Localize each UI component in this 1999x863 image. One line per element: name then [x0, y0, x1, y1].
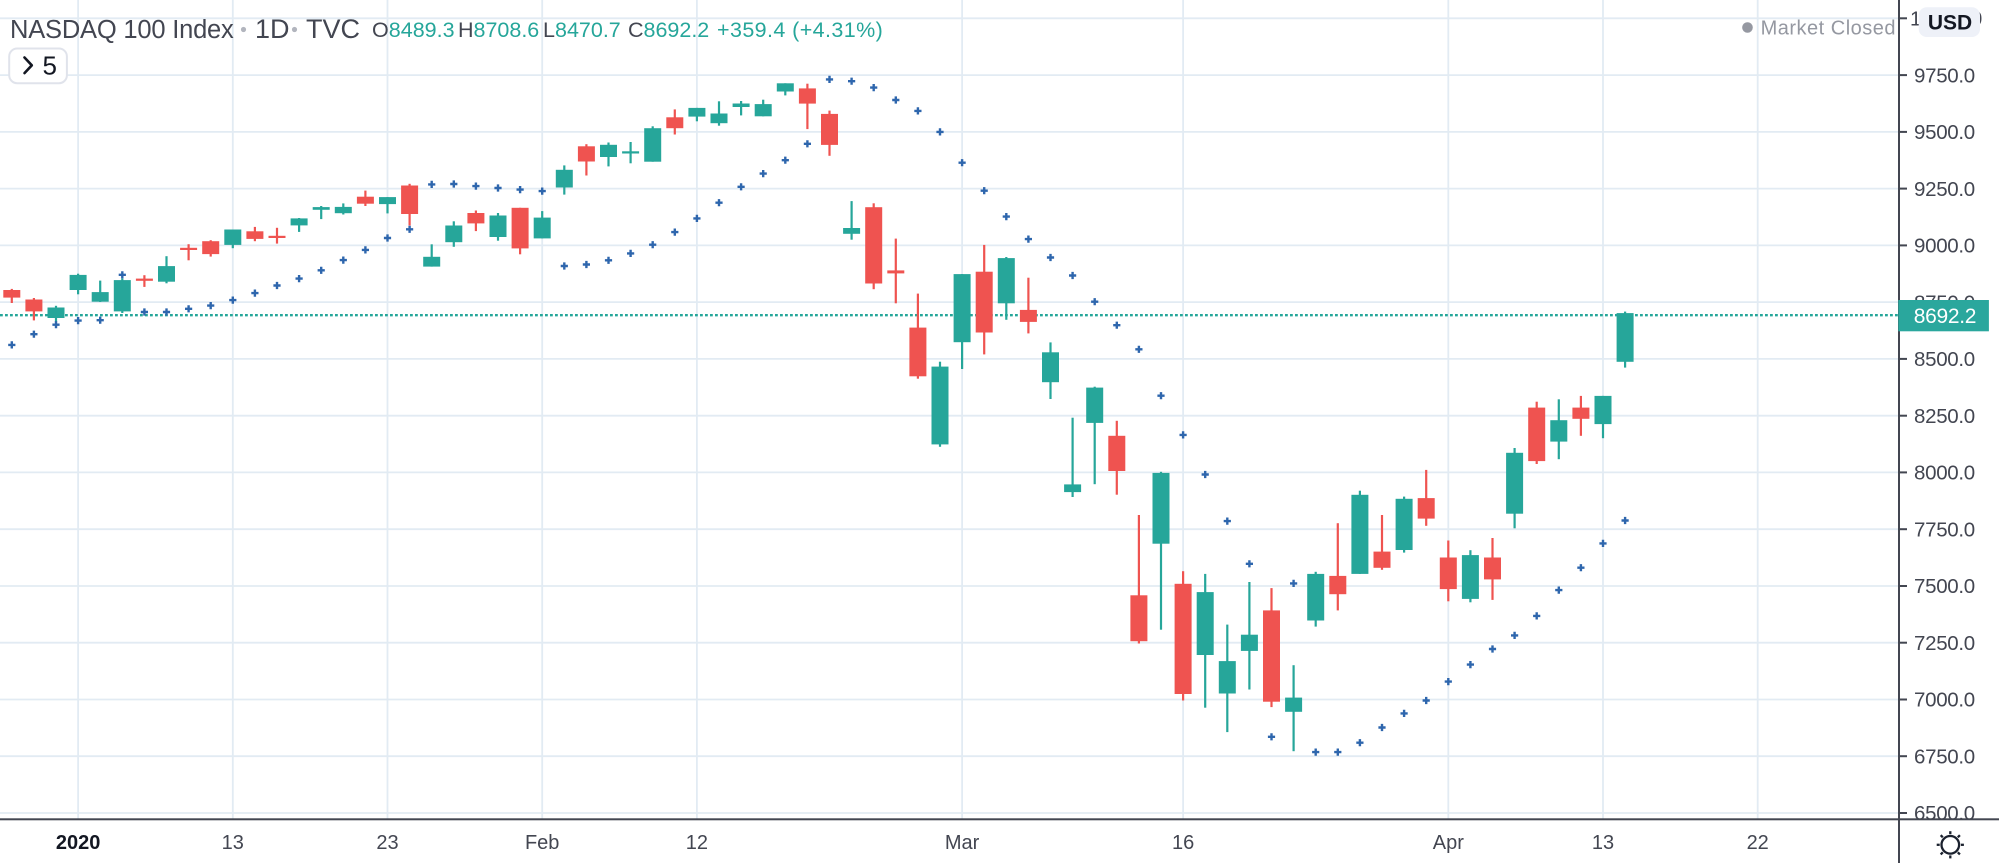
- svg-text:1D: 1D: [255, 14, 290, 44]
- svg-text:13: 13: [222, 832, 244, 854]
- svg-text:7000.0: 7000.0: [1914, 689, 1975, 712]
- svg-text:8250.0: 8250.0: [1914, 405, 1975, 428]
- svg-text:13: 13: [1592, 832, 1614, 854]
- svg-text:9500.0: 9500.0: [1914, 121, 1975, 144]
- svg-text:Apr: Apr: [1433, 832, 1464, 854]
- svg-text:22: 22: [1747, 832, 1769, 854]
- svg-text:16: 16: [1172, 832, 1194, 854]
- svg-text:6500.0: 6500.0: [1914, 802, 1975, 825]
- svg-text:Feb: Feb: [525, 832, 559, 854]
- svg-text:8500.0: 8500.0: [1914, 348, 1975, 371]
- svg-text:7750.0: 7750.0: [1914, 518, 1975, 541]
- svg-text:5: 5: [43, 51, 57, 81]
- svg-text:USD: USD: [1928, 12, 1972, 35]
- svg-text:23: 23: [376, 832, 398, 854]
- svg-text:NASDAQ 100 Index: NASDAQ 100 Index: [10, 16, 234, 44]
- svg-text:12: 12: [686, 832, 708, 854]
- svg-text:9000.0: 9000.0: [1914, 235, 1975, 258]
- svg-text:7250.0: 7250.0: [1914, 632, 1975, 655]
- svg-text:TVC: TVC: [306, 14, 360, 44]
- svg-text:2020: 2020: [56, 832, 101, 854]
- svg-text:8000.0: 8000.0: [1914, 462, 1975, 485]
- svg-text:9750.0: 9750.0: [1914, 64, 1975, 87]
- svg-text:9250.0: 9250.0: [1914, 178, 1975, 201]
- svg-text:8692.2: 8692.2: [1914, 305, 1976, 328]
- svg-text:Market Closed: Market Closed: [1761, 18, 1896, 40]
- svg-text:Mar: Mar: [945, 832, 980, 854]
- svg-text:7500.0: 7500.0: [1914, 575, 1975, 598]
- svg-text:6750.0: 6750.0: [1914, 745, 1975, 768]
